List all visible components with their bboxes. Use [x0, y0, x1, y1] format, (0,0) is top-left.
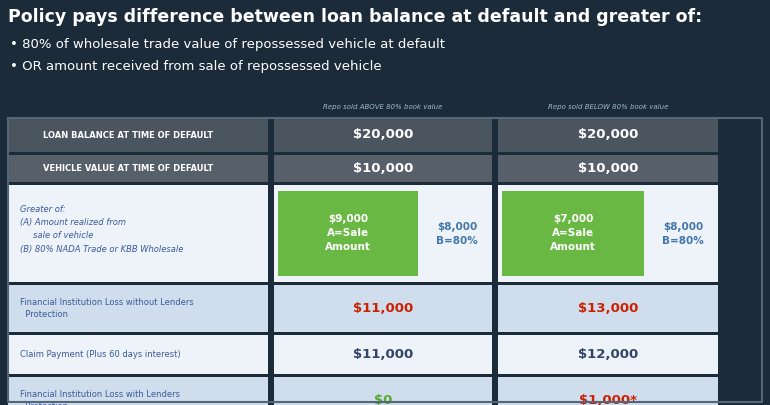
Bar: [502, 191, 644, 276]
Bar: [8, 155, 268, 182]
Bar: [498, 185, 718, 282]
Text: $20,000: $20,000: [578, 128, 638, 141]
Bar: [8, 118, 762, 402]
Text: $13,000: $13,000: [578, 302, 638, 315]
Bar: [274, 377, 492, 405]
Bar: [498, 335, 718, 374]
Text: $11,000: $11,000: [353, 302, 413, 315]
Text: $10,000: $10,000: [353, 162, 413, 175]
Bar: [8, 335, 268, 374]
Text: Repo sold ABOVE 80% book value: Repo sold ABOVE 80% book value: [323, 104, 443, 110]
Bar: [498, 377, 718, 405]
Text: • 80% of wholesale trade value of repossessed vehicle at default: • 80% of wholesale trade value of reposs…: [10, 38, 445, 51]
Text: LOAN BALANCE AT TIME OF DEFAULT: LOAN BALANCE AT TIME OF DEFAULT: [43, 130, 213, 139]
Text: Greater of:
(A) Amount realized from
     sale of vehicle
(B) 80% NADA Trade or : Greater of: (A) Amount realized from sal…: [20, 205, 183, 254]
Bar: [274, 285, 492, 332]
Bar: [274, 335, 492, 374]
Bar: [274, 155, 492, 182]
Text: • OR amount received from sale of repossessed vehicle: • OR amount received from sale of reposs…: [10, 60, 382, 73]
Bar: [498, 155, 718, 182]
Bar: [8, 285, 268, 332]
Bar: [8, 377, 268, 405]
Text: Financial Institution Loss with Lenders
  Protection: Financial Institution Loss with Lenders …: [20, 390, 180, 405]
Text: $7,000
A=Sale
Amount: $7,000 A=Sale Amount: [550, 215, 596, 252]
Text: $12,000: $12,000: [578, 348, 638, 361]
Text: $1,000*: $1,000*: [579, 394, 637, 405]
Text: $8,000
B=80%: $8,000 B=80%: [662, 222, 704, 245]
Bar: [278, 191, 418, 276]
Text: $0: $0: [373, 394, 392, 405]
Bar: [498, 285, 718, 332]
Text: $9,000
A=Sale
Amount: $9,000 A=Sale Amount: [325, 215, 371, 252]
Bar: [274, 118, 492, 152]
Bar: [8, 118, 268, 152]
Text: VEHICLE VALUE AT TIME OF DEFAULT: VEHICLE VALUE AT TIME OF DEFAULT: [43, 164, 213, 173]
Bar: [498, 118, 718, 152]
Text: Repo sold BELOW 80% book value: Repo sold BELOW 80% book value: [547, 104, 668, 110]
Bar: [8, 185, 268, 282]
Text: $11,000: $11,000: [353, 348, 413, 361]
Text: $10,000: $10,000: [578, 162, 638, 175]
Text: $20,000: $20,000: [353, 128, 413, 141]
Bar: [274, 185, 492, 282]
Text: Policy pays difference between loan balance at default and greater of:: Policy pays difference between loan bala…: [8, 8, 702, 26]
Text: Claim Payment (Plus 60 days interest): Claim Payment (Plus 60 days interest): [20, 350, 181, 359]
Text: $8,000
B=80%: $8,000 B=80%: [436, 222, 478, 245]
Text: Financial Institution Loss without Lenders
  Protection: Financial Institution Loss without Lende…: [20, 298, 194, 319]
